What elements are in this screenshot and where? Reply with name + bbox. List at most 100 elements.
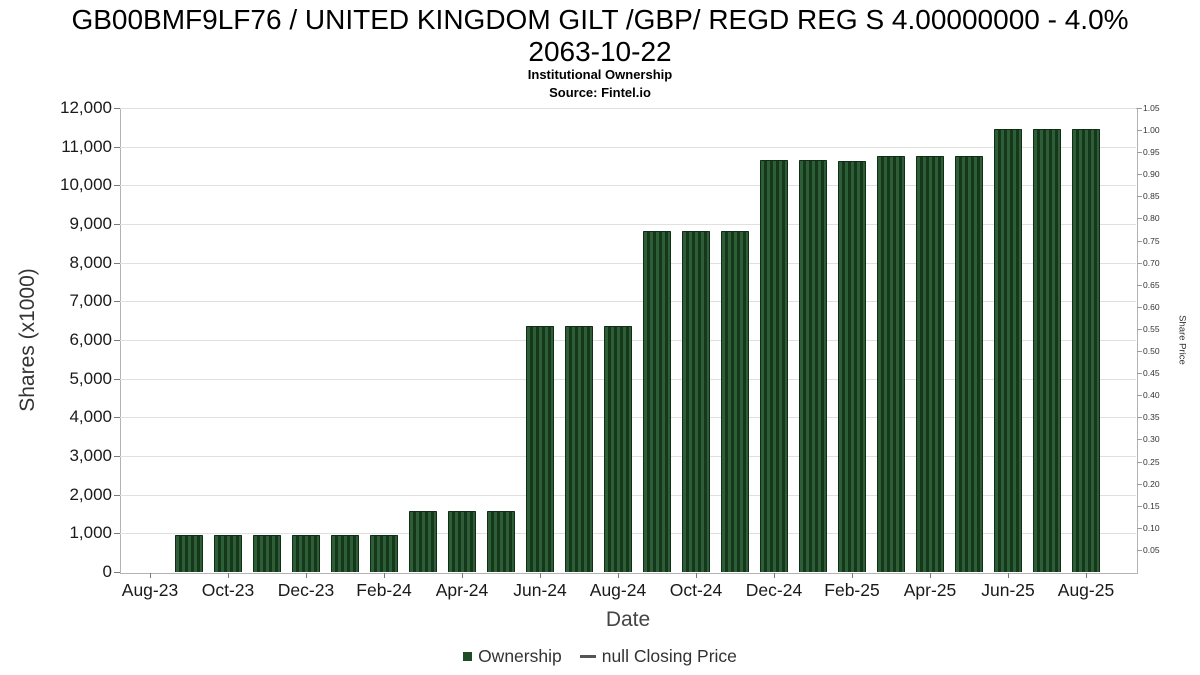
x-axis-tick-label: Jun-25: [981, 580, 1035, 600]
y-axis-right-tick-label: 1.00: [1143, 125, 1160, 136]
y-axis-left-tick-label: 8,000: [69, 252, 112, 272]
y-axis-left-tick-mark: [114, 224, 120, 225]
bar: [1033, 129, 1061, 572]
y-axis-left-tick-label: 11,000: [61, 136, 112, 156]
y-axis-right-tick-mark: [1137, 152, 1142, 154]
y-axis-right-tick-mark: [1137, 108, 1142, 109]
y-axis-right-tick-label: 0.90: [1143, 169, 1160, 180]
y-axis-right-tick-mark: [1137, 262, 1142, 264]
y-axis-left-tick-label: 0: [102, 562, 112, 581]
chart-source: Source: Fintel.io: [549, 85, 651, 100]
bar: [604, 326, 632, 572]
y-axis-right-tick-label: 0.85: [1143, 191, 1160, 202]
y-axis-right-tick-mark: [1137, 351, 1142, 353]
y-axis-right-tick-label: 0.40: [1143, 390, 1160, 401]
bar: [643, 230, 671, 572]
bar: [409, 510, 437, 572]
y-axis-left-tick-mark: [114, 262, 120, 264]
bar: [721, 230, 749, 572]
chart-title-line1: GB00BMF9LF76 / UNITED KINGDOM GILT /GBP/…: [71, 4, 1129, 35]
y-axis-left-tick-mark: [114, 533, 120, 535]
y-axis-right-tick-mark: [1137, 306, 1142, 308]
gridline: [120, 146, 1136, 148]
x-axis-tick-label: Dec-23: [277, 580, 335, 600]
y-axis-right-tick-mark: [1137, 130, 1142, 132]
bar: [214, 535, 242, 572]
bar: [682, 230, 710, 572]
y-axis-right-tick-mark: [1137, 549, 1142, 551]
x-axis-tick-mark: [1008, 573, 1009, 578]
y-axis-left-tick-mark: [114, 185, 120, 187]
y-axis-right-tick-label: 0.80: [1143, 213, 1160, 224]
x-axis-tick-label: Apr-24: [435, 580, 489, 600]
y-axis-left-tick-label: 10,000: [60, 175, 112, 195]
y-axis-right-tick-label: 0.10: [1143, 522, 1160, 533]
bar: [916, 156, 944, 572]
x-axis-tick-mark: [228, 573, 229, 578]
y-axis-right-tick-label: 0.60: [1143, 301, 1160, 312]
y-axis-left-tick-label: 9,000: [69, 214, 112, 233]
x-axis-tick-mark: [462, 573, 463, 578]
x-axis-tick-mark: [852, 573, 853, 578]
y-axis-right-tick-label: 0.20: [1143, 478, 1160, 489]
y-axis-right-tick-label: 0.30: [1143, 434, 1160, 445]
x-axis-tick-label: Feb-24: [356, 580, 412, 600]
chart-title-line2: 2063-10-22: [528, 35, 672, 67]
bar: [448, 510, 476, 572]
y-axis-right-tick-label: 0.75: [1143, 235, 1160, 246]
x-axis-tick-mark: [384, 573, 385, 578]
x-axis-tick-mark: [618, 573, 619, 578]
y-axis-right-tick-label: 0.45: [1143, 368, 1160, 379]
x-axis-tick-mark: [930, 573, 931, 578]
bar: [955, 156, 983, 572]
bar: [331, 535, 359, 572]
y-axis-left-tick-label: 1,000: [69, 523, 112, 543]
y-axis-right-title: Share Price: [1176, 315, 1188, 365]
x-axis-tick-mark: [150, 573, 151, 578]
bar: [370, 535, 398, 572]
gridline: [120, 185, 1136, 187]
y-axis-left-tick-mark: [114, 108, 120, 109]
y-axis-right-tick-label: 0.50: [1143, 346, 1160, 357]
closing-price-line-icon: [579, 655, 596, 658]
x-axis-tick-mark: [306, 573, 307, 578]
y-axis-left-tick-label: 5,000: [69, 368, 112, 388]
y-axis-left-tick-mark: [114, 417, 120, 419]
y-axis-right-tick-label: 0.55: [1143, 323, 1160, 334]
x-axis-tick-mark: [1086, 573, 1087, 578]
x-axis-tick-label: Aug-25: [1057, 580, 1115, 600]
bar: [292, 535, 320, 572]
x-axis-tick-label: Oct-24: [669, 580, 723, 600]
y-axis-right-tick-mark: [1137, 461, 1142, 463]
x-axis-tick-label: Dec-24: [745, 580, 803, 600]
x-axis-tick-label: Feb-25: [824, 580, 880, 600]
y-axis-right-tick-label: 0.95: [1143, 147, 1160, 158]
gridline: [120, 108, 1136, 109]
legend-label-ownership: Ownership: [478, 646, 562, 666]
y-axis-right-tick-mark: [1137, 395, 1142, 397]
legend-item-closing-price: null Closing Price: [579, 646, 737, 667]
bar: [175, 535, 203, 572]
y-axis-left-tick-mark: [114, 494, 120, 496]
y-axis-left-tick-label: 7,000: [69, 291, 112, 311]
ownership-square-icon: [463, 652, 473, 661]
bar: [994, 129, 1022, 572]
y-axis-right-tick-mark: [1137, 196, 1142, 198]
y-axis-right-tick-label: 0.35: [1143, 412, 1160, 423]
x-axis-title: Date: [605, 608, 651, 631]
y-axis-left-tick-label: 12,000: [60, 98, 112, 117]
y-axis-left-tick-mark: [114, 146, 120, 148]
bar: [877, 156, 905, 572]
x-axis-tick-label: Jun-24: [513, 580, 567, 600]
bar: [799, 160, 827, 572]
legend-label-closing-price: null Closing Price: [601, 646, 737, 666]
y-axis-left-tick-mark: [114, 572, 120, 573]
bar: [760, 160, 788, 572]
y-axis-right-tick-mark: [1137, 284, 1142, 286]
y-axis-left-tick-label: 4,000: [69, 407, 112, 427]
y-axis-right-tick-label: 0.05: [1143, 544, 1160, 555]
y-axis-left-tick-label: 6,000: [69, 330, 112, 349]
y-axis-right-tick-label: 0.25: [1143, 456, 1160, 467]
gridline: [120, 224, 1136, 225]
